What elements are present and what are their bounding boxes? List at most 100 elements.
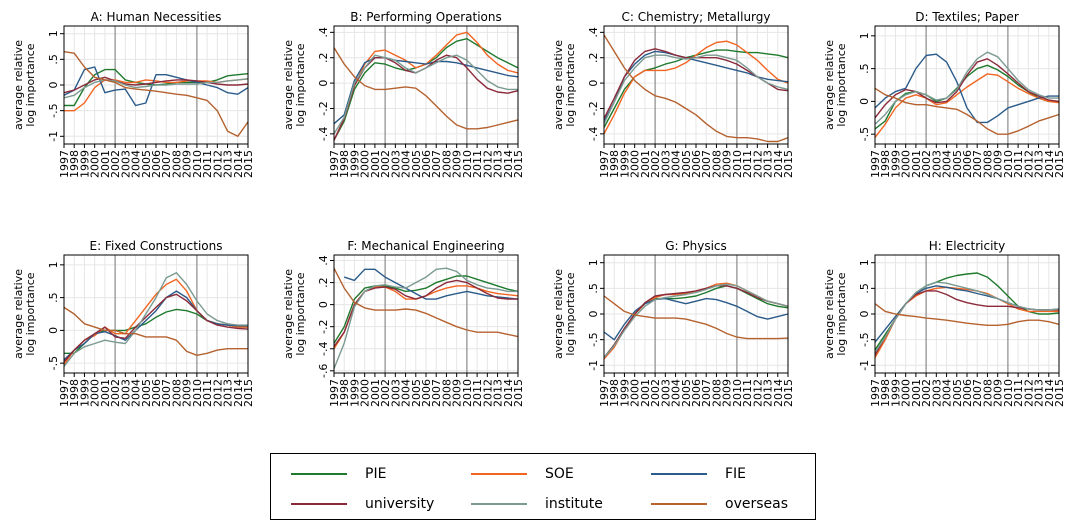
series-line-university <box>63 76 249 94</box>
x-tick-label: 2008 <box>710 150 723 178</box>
x-tick-label: 2004 <box>400 379 413 407</box>
x-tick-label: 1997 <box>328 379 341 407</box>
x-tick-label: 2010 <box>461 150 474 178</box>
x-tick-label: 2001 <box>99 150 112 178</box>
x-tick-label: 2004 <box>400 150 413 178</box>
series-line-institute <box>63 272 248 367</box>
series-line-FIE <box>874 53 1059 124</box>
x-tick-label: 2009 <box>451 150 464 178</box>
y-tick-label: 0 <box>317 80 330 87</box>
x-tick-label: 2010 <box>1002 379 1015 407</box>
x-tick-label: 2006 <box>690 150 703 178</box>
x-tick-label: 1998 <box>338 379 351 407</box>
x-tick-label: 2009 <box>721 150 734 178</box>
x-tick-label: 1997 <box>58 379 71 407</box>
y-tick-label: -.4 <box>587 127 600 141</box>
y-tick-label: .4 <box>587 27 600 38</box>
series-line-overseas <box>63 306 248 356</box>
y-tick-label: 0 <box>317 301 330 308</box>
x-tick-label: 2012 <box>211 379 224 407</box>
y-tick-label: .2 <box>317 52 330 63</box>
legend-swatch-university <box>291 503 347 505</box>
x-tick-label: 2008 <box>710 379 723 407</box>
x-tick-label: 2011 <box>1012 379 1025 407</box>
x-tick-label: 2012 <box>1022 150 1035 178</box>
panel-title: F: Mechanical Engineering <box>347 239 504 253</box>
series-line-PIE <box>333 275 519 344</box>
x-tick-label: 2001 <box>369 379 382 407</box>
series-line-university <box>603 285 789 359</box>
legend-label-university: university <box>365 496 435 512</box>
panel-title: A: Human Necessities <box>91 10 222 24</box>
y-tick-label: -.4 <box>317 342 330 356</box>
x-tick-label: 2012 <box>211 150 224 178</box>
x-tick-label: 2003 <box>389 379 402 407</box>
y-axis-label: log importance <box>835 43 848 126</box>
legend-item-pie: PIE <box>291 464 386 484</box>
y-tick-label: .4 <box>317 27 330 38</box>
x-tick-label: 2005 <box>410 379 423 407</box>
x-tick-label: 2014 <box>232 379 245 407</box>
x-tick-label: 2008 <box>981 379 994 407</box>
y-tick-label: -.4 <box>317 127 330 141</box>
x-tick-label: 2007 <box>971 379 984 407</box>
y-tick-label: -.5 <box>47 356 60 370</box>
x-tick-label: 1997 <box>869 379 882 407</box>
x-tick-label: 2007 <box>430 150 443 178</box>
x-tick-label: 2003 <box>659 379 672 407</box>
x-tick-label: 2013 <box>762 150 775 178</box>
x-tick-label: 2005 <box>140 150 153 178</box>
x-tick-label: 2014 <box>232 150 245 178</box>
x-tick-label: 2000 <box>89 379 102 407</box>
x-tick-label: 2011 <box>741 150 754 178</box>
y-tick-label: -.5 <box>587 332 600 346</box>
legend-label-overseas: overseas <box>725 496 788 512</box>
panel-title: G: Physics <box>665 239 727 253</box>
y-axis-label: log importance <box>564 43 577 126</box>
y-tick-label: 1 <box>587 259 600 266</box>
legend-label-fie: FIE <box>725 466 747 482</box>
x-tick-label: 2008 <box>981 150 994 178</box>
series-line-FIE <box>343 268 519 300</box>
y-axis-label: log importance <box>24 272 37 355</box>
y-tick-label: .5 <box>47 54 60 64</box>
x-tick-label: 2008 <box>170 150 183 178</box>
x-tick-label: 2005 <box>951 150 964 178</box>
legend-item-overseas: overseas <box>651 494 788 514</box>
y-tick-label: -.5 <box>858 127 871 141</box>
x-tick-label: 2006 <box>961 379 974 407</box>
x-tick-label: 2003 <box>119 379 132 407</box>
x-tick-label: 2009 <box>992 379 1005 407</box>
x-tick-label: 2009 <box>451 379 464 407</box>
y-tick-label: -.5 <box>47 103 60 117</box>
x-tick-label: 1997 <box>598 379 611 407</box>
panel-title: C: Chemistry; Metallurgy <box>622 10 771 24</box>
x-tick-label: 2011 <box>471 150 484 178</box>
x-tick-label: 1999 <box>348 150 361 178</box>
x-tick-label: 1999 <box>618 150 631 178</box>
y-axis-label: average relative <box>552 40 565 130</box>
panel-0: A: Human Necessities -1 -.5 0 .5 1 average rel… <box>12 10 255 178</box>
x-tick-label: 2002 <box>649 150 662 178</box>
x-tick-label: 1999 <box>348 379 361 407</box>
panel-title: B: Performing Operations <box>350 10 502 24</box>
series-line-institute <box>333 267 518 369</box>
y-axis-label: log importance <box>835 272 848 355</box>
x-tick-label: 2013 <box>492 150 505 178</box>
y-axis-label: log importance <box>24 43 37 126</box>
legend-label-pie: PIE <box>365 466 387 482</box>
x-tick-label: 1999 <box>889 379 902 407</box>
series-line-overseas <box>874 303 1060 326</box>
y-axis-label: average relative <box>823 40 836 130</box>
y-tick-label: 1 <box>47 30 60 37</box>
x-tick-label: 2009 <box>992 150 1005 178</box>
x-tick-label: 2003 <box>930 379 943 407</box>
series-line-overseas <box>874 87 1060 135</box>
x-tick-label: 2002 <box>379 150 392 178</box>
x-tick-label: 2014 <box>1043 150 1056 178</box>
x-tick-label: 2010 <box>731 379 744 407</box>
x-tick-label: 2007 <box>160 150 173 178</box>
x-tick-label: 1997 <box>869 150 882 178</box>
x-tick-label: 2001 <box>99 379 112 407</box>
